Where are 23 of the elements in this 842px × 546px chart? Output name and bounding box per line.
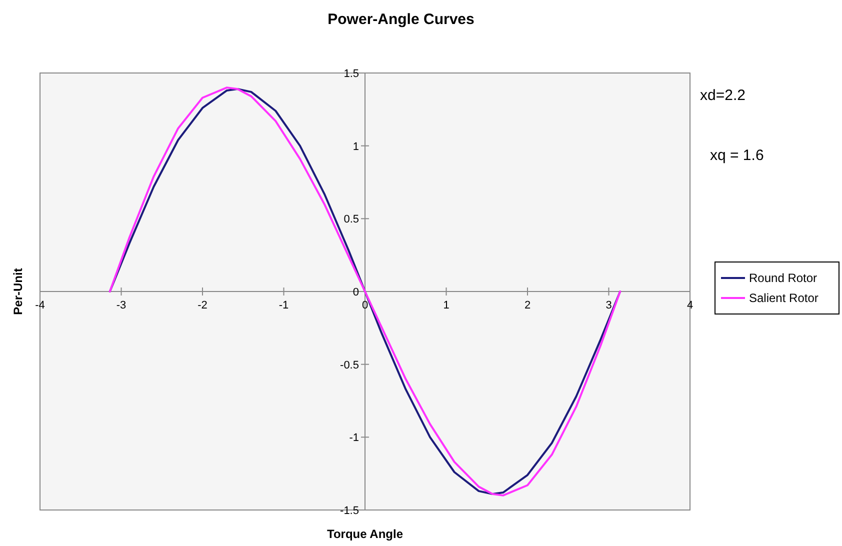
x-tick-label: 1 (443, 300, 450, 312)
x-tick-label: 2 (524, 300, 531, 312)
x-tick-label: 4 (686, 300, 694, 312)
x-tick-label: -1 (278, 300, 289, 312)
x-tick-label: -4 (35, 300, 45, 312)
x-tick-label: -2 (198, 300, 208, 312)
legend-label: Round Rotor (749, 271, 818, 285)
text: xd=2.2 (700, 87, 746, 104)
x-tick-label: -3 (116, 300, 126, 312)
y-tick-label: 1.5 (344, 68, 359, 80)
y-tick-label: 0 (352, 286, 359, 298)
text: xq = 1.6 (710, 147, 764, 164)
y-tick-label: -1.5 (340, 505, 359, 517)
chart-title: Power-Angle Curves (328, 11, 474, 28)
y-tick-label: 1 (352, 140, 359, 153)
y-tick-label: 0.5 (344, 214, 359, 226)
x-tick-label: 3 (606, 300, 612, 312)
x-tick-label: 0 (362, 300, 368, 312)
y-axis-title: Per-Unit (11, 268, 25, 315)
legend-label: Salient Rotor (749, 291, 818, 305)
y-tick-label: -1 (349, 432, 359, 444)
x-axis-title: Torque Angle (327, 527, 404, 541)
y-tick-label: -0.5 (340, 359, 359, 372)
